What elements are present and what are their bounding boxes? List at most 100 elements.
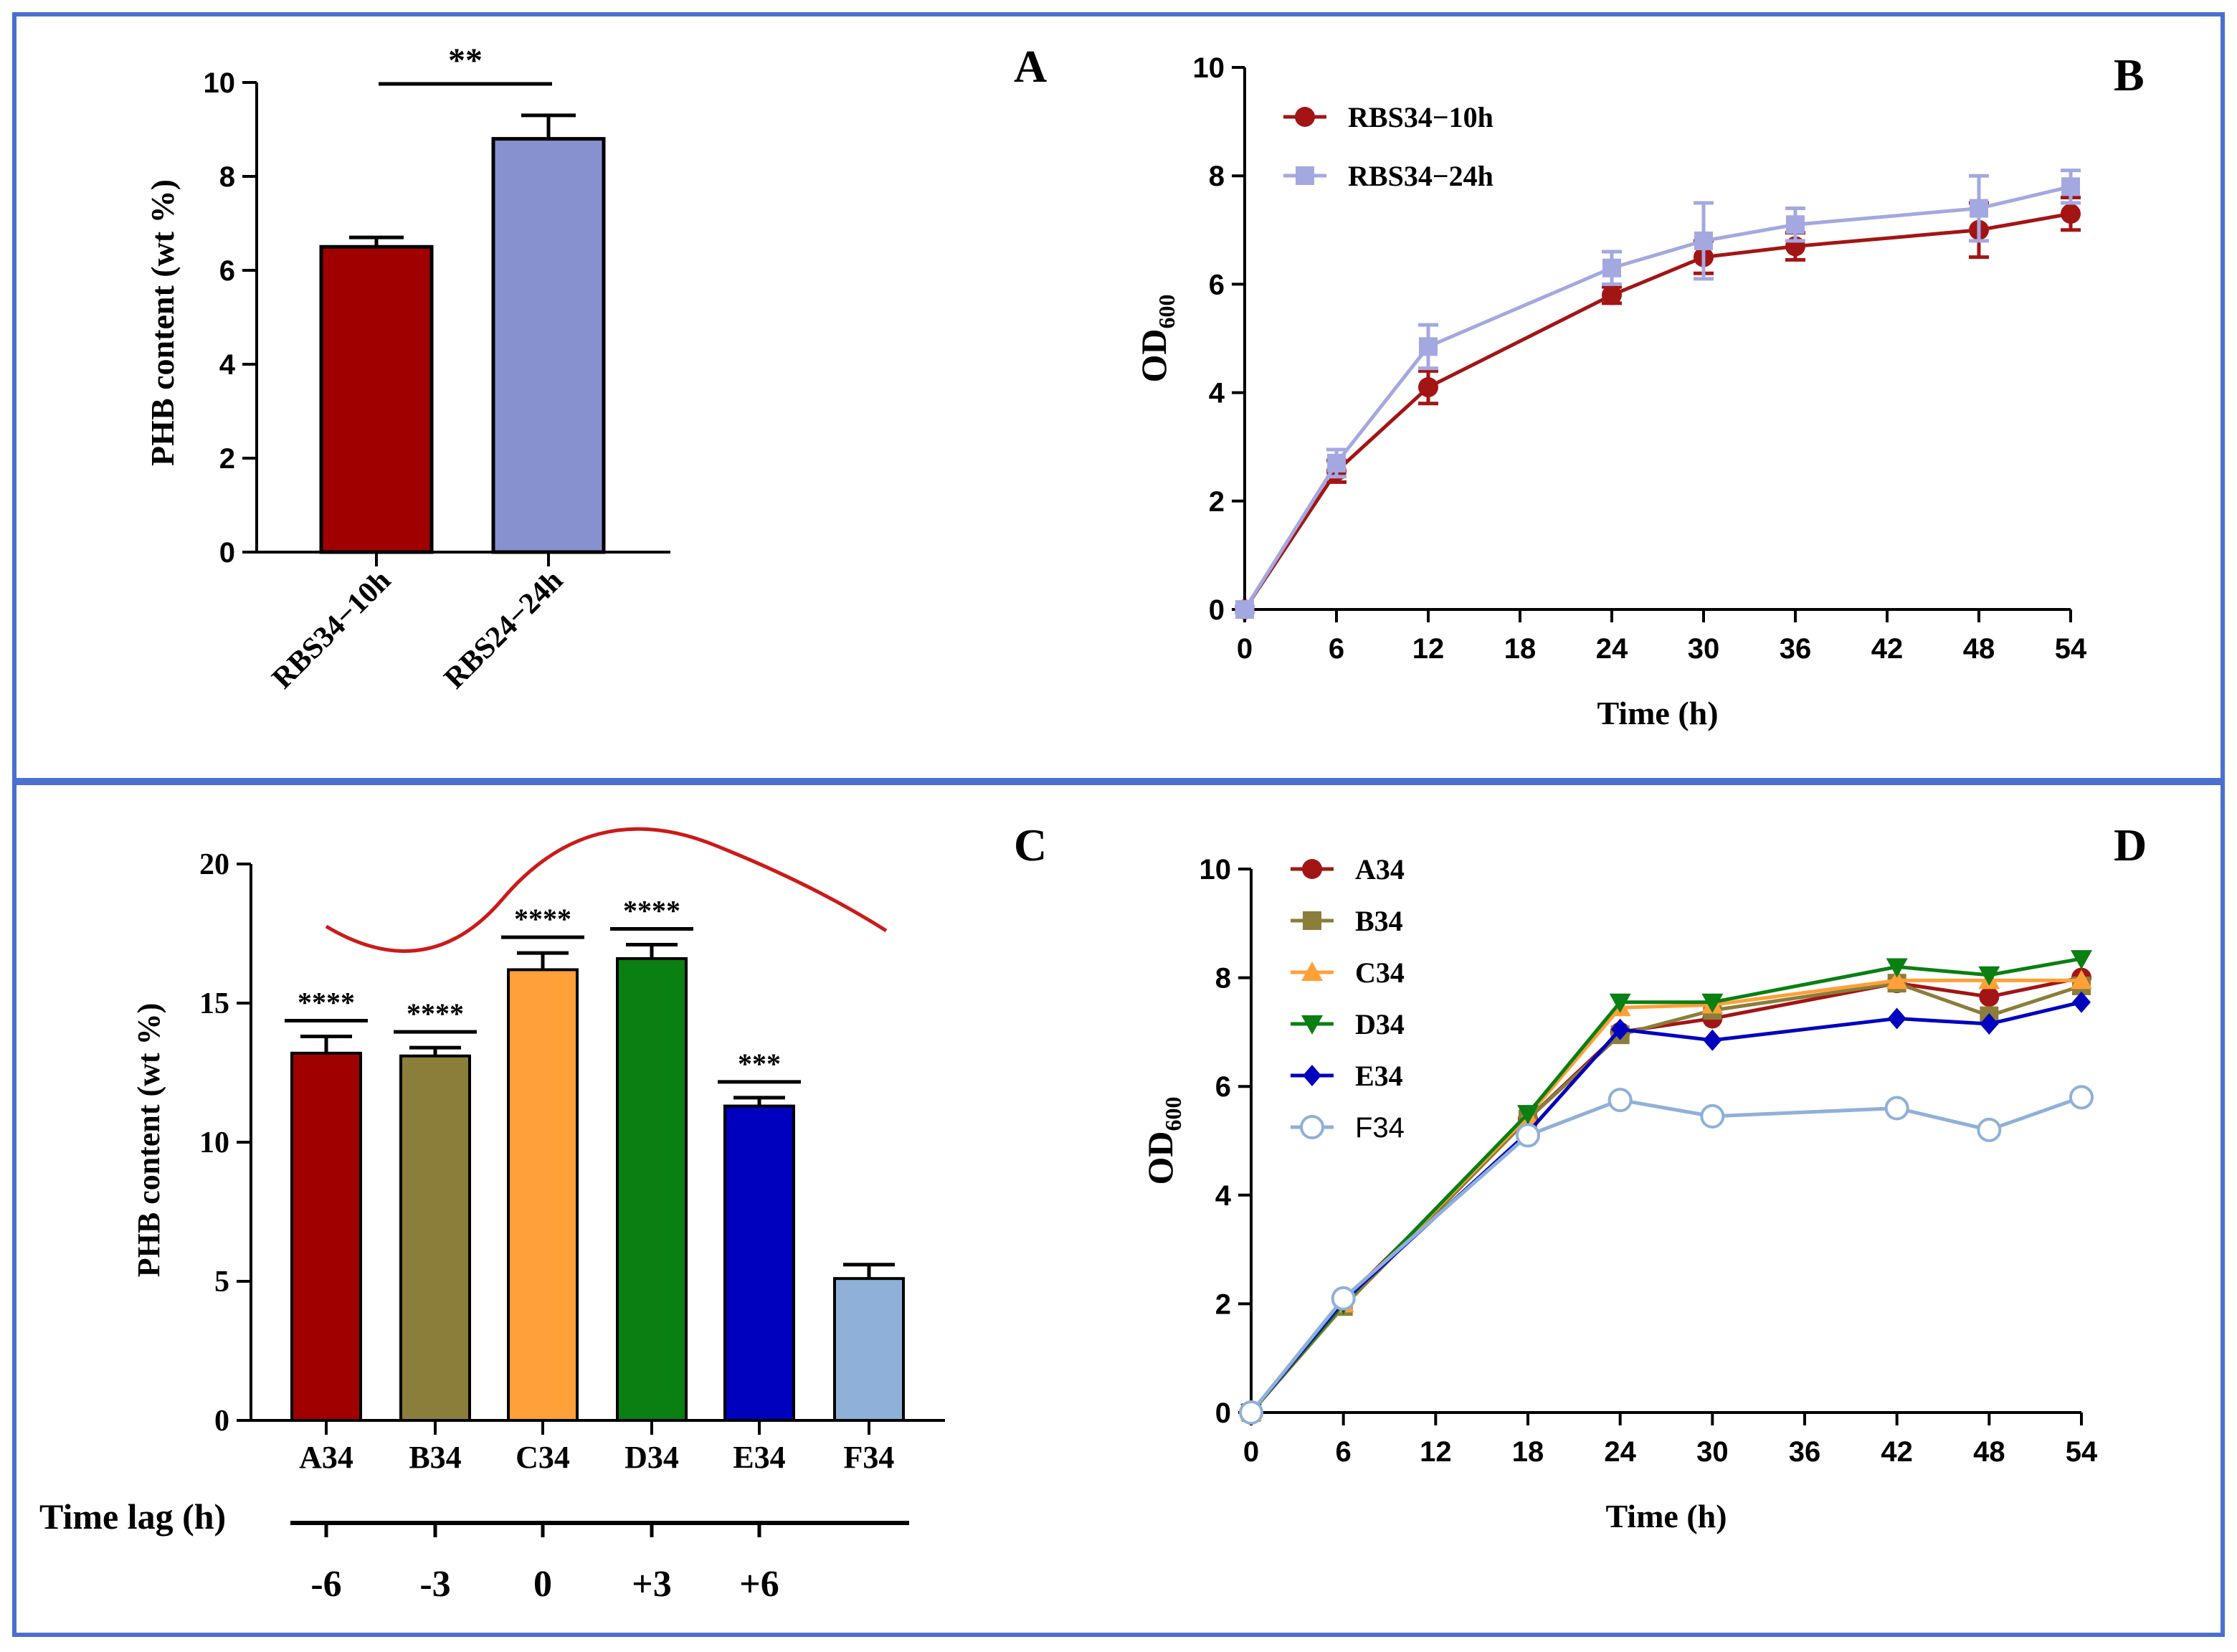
series-line-b-rbs34-24h <box>1243 184 2071 611</box>
y-tick-label-b: 4 <box>1209 378 1225 409</box>
y-tick-label-c: 0 <box>214 1405 229 1438</box>
significance-label-a: ** <box>448 42 483 80</box>
y-tick-label-d: 8 <box>1215 963 1231 994</box>
y-axis-label-c: PHB content (wt %) <box>131 1003 166 1278</box>
data-point-d-d34 <box>1701 993 1724 1013</box>
bar-c-c34 <box>507 968 579 1422</box>
x-tick-label-b: 54 <box>2055 633 2087 665</box>
chart-panel-a: 0 2 4 6 8 10 PHB content (wt %) RBS34−10h RBS24−… <box>144 42 670 696</box>
data-point-b-rbs34-24h <box>1970 199 1988 218</box>
data-point-d-e34 <box>1980 1013 1999 1035</box>
data-point-d-a34 <box>1979 987 2000 1007</box>
x-tick-label-b: 42 <box>1871 633 1904 665</box>
data-point-d-f34 <box>2069 1085 2094 1110</box>
series-d-b34 <box>1242 974 2091 1422</box>
legend-label-b-rbs34-24h: RBS34−24h <box>1348 160 1493 192</box>
x-tick-label-b: 24 <box>1596 633 1628 665</box>
y-tick-label-a: 6 <box>219 255 235 287</box>
x-tick-label-c-e34: E34 <box>733 1440 785 1475</box>
data-point-d-e34 <box>1887 1007 1906 1030</box>
panel-label-d: D <box>2114 820 2147 870</box>
x-tick-label-b: 0 <box>1237 633 1253 665</box>
time-lag-value-6-0: -6 <box>310 1564 341 1605</box>
legend-marker-d-b34 <box>1303 911 1321 930</box>
legend-marker-b-rbs34-24h <box>1296 166 1314 185</box>
x-tick-label-b: 48 <box>1963 633 1995 665</box>
y-tick-label-b: 0 <box>1209 594 1225 626</box>
legend-marker-d-f34 <box>1300 1115 1324 1139</box>
x-tick-label-b: 30 <box>1688 633 1720 665</box>
x-tick-label-c-f34: F34 <box>844 1440 895 1475</box>
x-axis-label-b: Time (h) <box>1597 695 1718 731</box>
data-point-d-e34 <box>1610 1018 1630 1040</box>
legend-marker-d-d34 <box>1301 1015 1323 1035</box>
x-tick-label-d: 54 <box>2066 1436 2098 1468</box>
x-tick-label-d: 24 <box>1604 1436 1636 1468</box>
y-tick-label-b: 8 <box>1209 161 1225 192</box>
x-tick-label-b: 18 <box>1504 633 1537 665</box>
legend-label-d-e34: E34 <box>1355 1060 1403 1092</box>
legend-label-d-f34: F34 <box>1355 1112 1405 1144</box>
x-tick-label-d: 30 <box>1696 1436 1729 1468</box>
y-tick-label-d: 10 <box>1200 854 1232 886</box>
data-point-b-rbs34-10h <box>2061 204 2081 224</box>
data-point-d-f34 <box>1884 1096 1909 1121</box>
data-point-d-c34 <box>1886 969 1908 989</box>
x-tick-label-b: 12 <box>1412 633 1445 665</box>
time-lag-value-0-2: 0 <box>533 1564 552 1605</box>
legend-label-d-c34: C34 <box>1355 956 1405 989</box>
significance-label-c-c34: **** <box>514 903 571 935</box>
series-b-rbs34-24h <box>1235 168 2081 619</box>
panel-label-a: A <box>1014 41 1047 92</box>
panel-label-b: B <box>2114 49 2145 100</box>
bar-a-rbs34-10h <box>319 245 434 554</box>
series-d-e34 <box>1242 991 2091 1423</box>
series-b-rbs34-10h <box>1235 195 2081 620</box>
x-axis-label-d: Time (h) <box>1605 1498 1727 1534</box>
series-line-d-c34 <box>1250 978 2081 1414</box>
data-point-d-d34 <box>1978 966 2000 986</box>
y-axis-label-b: OD600 <box>1134 295 1179 383</box>
x-tick-label-d: 6 <box>1336 1436 1352 1468</box>
y-tick-label-d: 2 <box>1215 1288 1231 1320</box>
y-tick-label-a: 8 <box>219 161 235 193</box>
data-point-d-c34 <box>2071 969 2092 989</box>
y-tick-label-a: 10 <box>204 67 236 99</box>
y-axis-label-a: PHB content (wt %) <box>144 179 181 466</box>
data-point-b-rbs34-24h <box>1786 215 1805 234</box>
legend-marker-b-rbs34-10h <box>1295 107 1315 127</box>
legend-marker-d-e34 <box>1303 1065 1321 1086</box>
bar-c-e34 <box>723 1104 795 1423</box>
data-point-b-rbs34-24h <box>1694 231 1713 250</box>
x-tick-label-c-b34: B34 <box>409 1440 461 1475</box>
significance-label-c-d34: **** <box>623 895 680 927</box>
y-axis-label-d: OD600 <box>1140 1097 1186 1185</box>
data-point-d-f34 <box>1700 1103 1725 1129</box>
bar-c-b34 <box>399 1054 471 1422</box>
x-tick-label-a-rbs24-24h: RBS24−24h <box>438 564 569 696</box>
x-tick-label-d: 18 <box>1512 1436 1544 1468</box>
y-tick-label-a: 0 <box>219 537 235 569</box>
x-tick-label-d: 48 <box>1973 1436 2005 1468</box>
data-point-d-d34 <box>1609 993 1631 1013</box>
top-panel-frame <box>12 12 2225 782</box>
data-point-b-rbs34-24h <box>1235 600 1254 619</box>
data-point-d-f34 <box>1239 1400 1263 1425</box>
y-tick-label-c: 10 <box>199 1126 229 1159</box>
series-line-d-b34 <box>1250 981 2082 1414</box>
series-line-b-rbs34-10h <box>1243 212 2071 611</box>
data-point-b-rbs34-10h <box>1418 377 1438 398</box>
data-point-d-f34 <box>1977 1117 2002 1142</box>
x-tick-label-b: 36 <box>1780 633 1812 665</box>
y-tick-label-a: 2 <box>219 443 235 475</box>
legend-label-d-d34: D34 <box>1355 1008 1405 1040</box>
series-d-f34 <box>1239 1085 2094 1425</box>
significance-label-c-a34: **** <box>298 987 355 1019</box>
series-line-d-f34 <box>1250 1096 2082 1414</box>
y-tick-label-b: 6 <box>1209 269 1225 300</box>
x-tick-label-d: 12 <box>1420 1436 1452 1468</box>
time-lag-value-3-3: +3 <box>632 1564 672 1605</box>
x-tick-label-a-rbs34-10h: RBS34−10h <box>266 564 397 696</box>
